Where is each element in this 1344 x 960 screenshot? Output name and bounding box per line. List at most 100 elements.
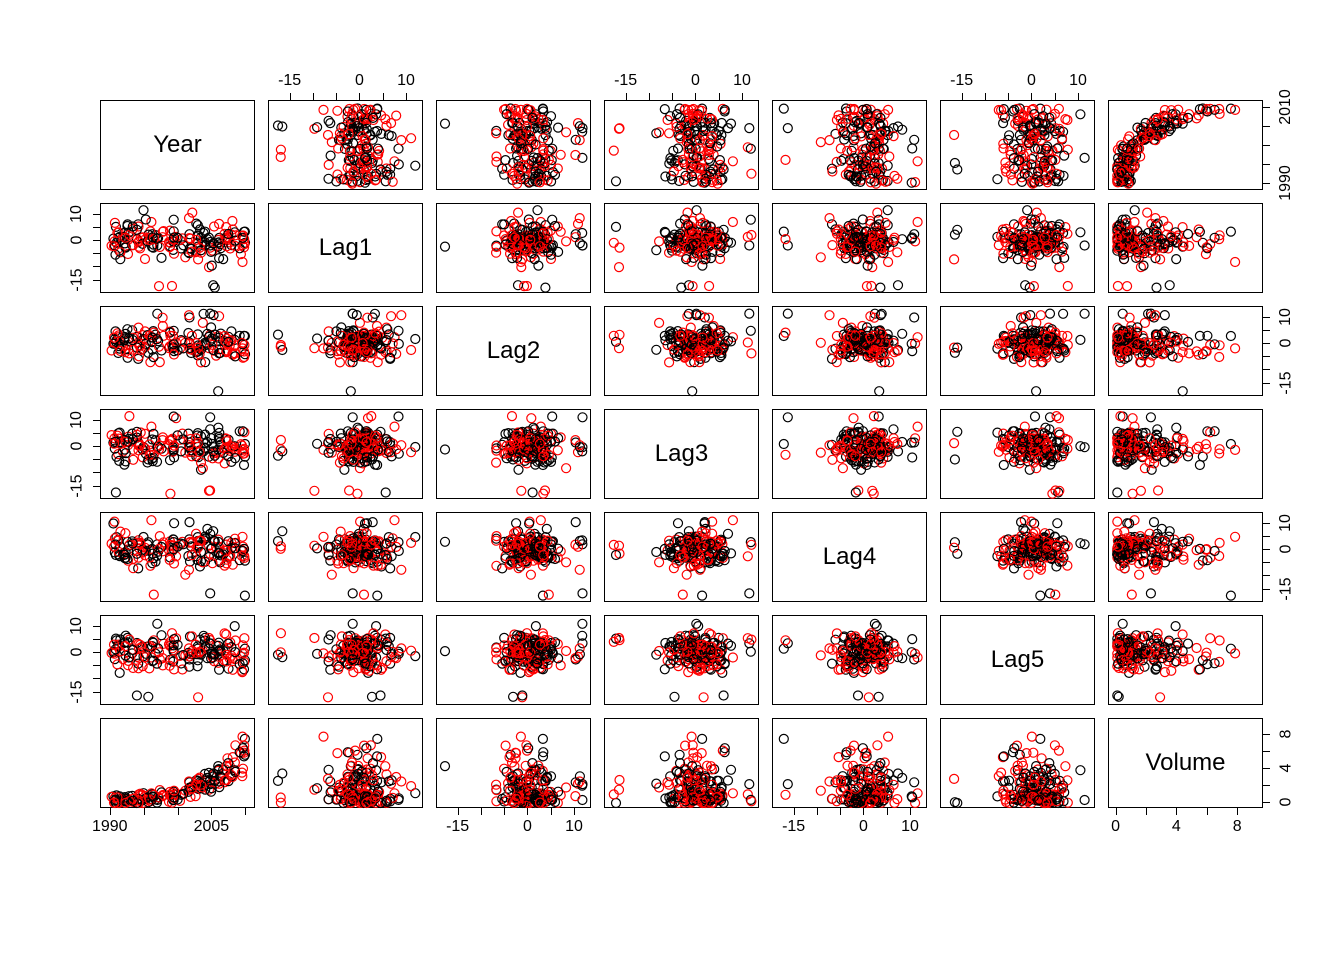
- tick-label: -15: [68, 676, 86, 707]
- scatter-points: [101, 307, 256, 397]
- tick-mark: [1263, 589, 1270, 590]
- diag-panel-Volume: Volume: [1108, 718, 1263, 808]
- scatter-points: [605, 101, 760, 191]
- scatter-panel-Lag2-vs-Lag3: [604, 306, 759, 396]
- tick-mark: [313, 93, 314, 100]
- scatter-panel-Year-vs-Volume: [1108, 100, 1263, 190]
- scatter-panel-Lag3-vs-Lag2: [436, 409, 591, 499]
- tick-mark: [840, 808, 841, 815]
- tick-label: 0: [1277, 543, 1295, 556]
- scatter-panel-Lag1-vs-Lag2: [436, 203, 591, 293]
- tick-mark: [245, 808, 246, 815]
- scatter-points: [269, 307, 424, 397]
- tick-mark: [144, 808, 145, 815]
- tick-mark: [1008, 93, 1009, 100]
- tick-mark: [1263, 126, 1270, 127]
- tick-mark: [527, 808, 528, 815]
- tick-mark: [1263, 562, 1270, 563]
- tick-mark: [481, 808, 482, 815]
- tick-label: 0: [68, 646, 86, 659]
- tick-mark: [211, 808, 212, 815]
- scatter-panel-Lag1-vs-Lag4: [772, 203, 927, 293]
- tick-mark: [910, 808, 911, 815]
- tick-label: -15: [442, 818, 473, 836]
- tick-mark: [1263, 383, 1270, 384]
- tick-mark: [93, 227, 100, 228]
- scatter-panel-Lag1-vs-Lag3: [604, 203, 759, 293]
- diag-panel-Year: Year: [100, 100, 255, 190]
- scatter-panel-Lag3-vs-Volume: [1108, 409, 1263, 499]
- tick-label: 10: [68, 615, 86, 637]
- scatter-points: [269, 616, 424, 706]
- scatter-points: [269, 410, 424, 500]
- variable-name-label: Lag2: [437, 307, 590, 395]
- tick-mark: [574, 808, 575, 815]
- scatter-panel-Lag5-vs-Volume: [1108, 615, 1263, 705]
- scatter-points: [773, 616, 928, 706]
- tick-mark: [626, 93, 627, 100]
- tick-label: 2005: [191, 818, 231, 836]
- tick-mark: [1263, 575, 1270, 576]
- scatter-panel-Volume-vs-Lag5: [940, 718, 1095, 808]
- tick-mark: [93, 253, 100, 254]
- scatter-points: [437, 204, 592, 294]
- tick-mark: [551, 808, 552, 815]
- tick-mark: [1263, 523, 1270, 524]
- scatter-panel-Volume-vs-Year: [100, 718, 255, 808]
- tick-mark: [1263, 734, 1270, 735]
- tick-mark: [1146, 808, 1147, 815]
- scatter-panel-Volume-vs-Lag2: [436, 718, 591, 808]
- scatter-panel-Lag5-vs-Lag3: [604, 615, 759, 705]
- scatter-panel-Lag1-vs-Lag5: [940, 203, 1095, 293]
- scatter-points: [605, 513, 760, 603]
- scatter-points: [773, 307, 928, 397]
- scatter-panel-Lag4-vs-Lag1: [268, 512, 423, 602]
- tick-label: 0: [68, 234, 86, 247]
- scatter-points: [941, 101, 1096, 191]
- tick-label: 8: [1231, 818, 1244, 836]
- tick-mark: [1263, 785, 1270, 786]
- scatter-panel-Lag1-vs-Year: [100, 203, 255, 293]
- variable-name-label: Lag5: [941, 616, 1094, 704]
- tick-mark: [1237, 808, 1238, 815]
- tick-mark: [719, 93, 720, 100]
- scatter-points: [437, 616, 592, 706]
- scatter-panel-Year-vs-Lag2: [436, 100, 591, 190]
- scatter-panel-Lag4-vs-Volume: [1108, 512, 1263, 602]
- tick-label: 1990: [1277, 163, 1295, 203]
- tick-label: -15: [1277, 573, 1295, 604]
- tick-mark: [178, 808, 179, 815]
- tick-mark: [93, 433, 100, 434]
- scatter-panel-Year-vs-Lag5: [940, 100, 1095, 190]
- tick-mark: [93, 652, 100, 653]
- tick-mark: [1263, 343, 1270, 344]
- tick-mark: [962, 93, 963, 100]
- tick-mark: [93, 266, 100, 267]
- tick-mark: [93, 692, 100, 693]
- tick-mark: [93, 639, 100, 640]
- tick-mark: [93, 665, 100, 666]
- scatter-points: [101, 204, 256, 294]
- tick-mark: [1263, 356, 1270, 357]
- scatter-panel-Lag4-vs-Lag3: [604, 512, 759, 602]
- tick-label: 0: [1109, 818, 1122, 836]
- tick-label: 2010: [1277, 87, 1295, 127]
- tick-mark: [1116, 808, 1117, 815]
- scatter-panel-Lag2-vs-Lag5: [940, 306, 1095, 396]
- tick-mark: [794, 808, 795, 815]
- tick-mark: [1263, 330, 1270, 331]
- tick-label: 0: [857, 818, 870, 836]
- scatter-points: [269, 101, 424, 191]
- tick-mark: [93, 420, 100, 421]
- tick-label: 10: [68, 409, 86, 431]
- tick-mark: [93, 240, 100, 241]
- tick-mark: [504, 808, 505, 815]
- tick-label: -15: [274, 72, 305, 90]
- tick-label: 8: [1277, 727, 1295, 740]
- tick-mark: [110, 808, 111, 815]
- tick-label: -15: [68, 264, 86, 295]
- tick-mark: [458, 808, 459, 815]
- variable-name-label: Volume: [1109, 719, 1262, 807]
- diag-panel-Lag3: Lag3: [604, 409, 759, 499]
- scatter-points: [941, 410, 1096, 500]
